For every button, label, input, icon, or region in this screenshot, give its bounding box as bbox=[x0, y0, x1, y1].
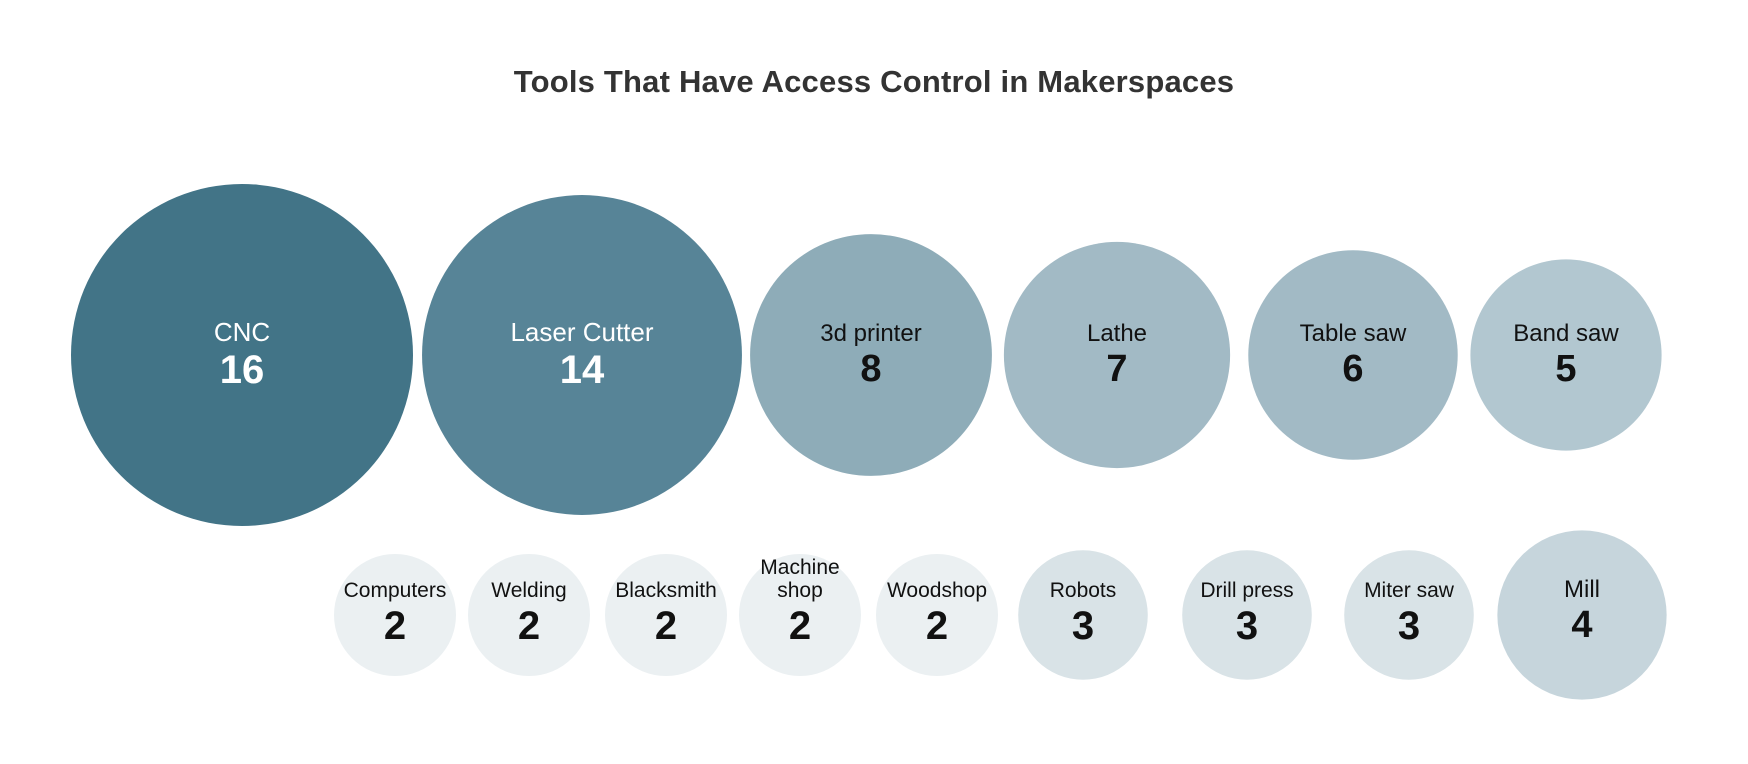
bubble-value: 4 bbox=[1571, 604, 1592, 646]
bubble-label: Woodshop bbox=[887, 579, 987, 602]
bubble-value: 2 bbox=[518, 604, 540, 648]
bubble-label: 3d printer bbox=[820, 320, 921, 347]
bubble-circle bbox=[1497, 530, 1667, 700]
bubble-value: 5 bbox=[1555, 348, 1576, 390]
bubble-value: 2 bbox=[926, 604, 948, 648]
bubble-circle bbox=[1344, 550, 1474, 680]
bubble-label: Robots bbox=[1050, 579, 1117, 602]
bubble-value: 3 bbox=[1236, 604, 1258, 648]
bubble-label: Machine shop bbox=[760, 556, 839, 602]
bubble-label: Mill bbox=[1564, 576, 1600, 603]
bubble-label: Band saw bbox=[1513, 320, 1619, 347]
bubble-circle bbox=[1248, 250, 1458, 460]
bubble-value: 14 bbox=[560, 348, 605, 392]
bubble-circle bbox=[1182, 550, 1312, 680]
bubble-value: 16 bbox=[220, 348, 265, 392]
bubble-circle bbox=[1018, 550, 1148, 680]
bubble-value: 2 bbox=[384, 604, 406, 648]
bubble-value: 8 bbox=[860, 348, 881, 390]
bubble-circle bbox=[1470, 259, 1662, 451]
bubble-circle bbox=[422, 195, 742, 515]
bubble-circle bbox=[605, 554, 727, 676]
bubble-value: 2 bbox=[789, 604, 811, 648]
bubble-label: Welding bbox=[491, 579, 567, 602]
bubble-circle bbox=[468, 554, 590, 676]
bubble-label: Table saw bbox=[1300, 320, 1407, 347]
chart-title: Tools That Have Access Control in Makers… bbox=[513, 64, 1235, 99]
bubble-label: Computers bbox=[344, 579, 447, 602]
bubble-label: Miter saw bbox=[1364, 579, 1455, 602]
bubble-value: 7 bbox=[1106, 348, 1127, 390]
bubble-circle bbox=[876, 554, 998, 676]
bubble-label: Lathe bbox=[1087, 320, 1147, 347]
bubble-label: CNC bbox=[214, 317, 270, 347]
bubble-circle bbox=[739, 554, 861, 676]
bubble-value: 3 bbox=[1398, 604, 1420, 648]
bubble-label: Drill press bbox=[1200, 579, 1293, 602]
bubble-label: Blacksmith bbox=[615, 579, 717, 602]
bubble-value: 3 bbox=[1072, 604, 1094, 648]
bubble-circle bbox=[334, 554, 456, 676]
bubble-circle bbox=[1003, 241, 1231, 469]
bubble-circle bbox=[71, 184, 413, 526]
bubble-value: 2 bbox=[655, 604, 677, 648]
bubble-label: Laser Cutter bbox=[510, 317, 653, 347]
bubble-value: 6 bbox=[1342, 348, 1363, 390]
bubble-circle bbox=[750, 234, 992, 476]
